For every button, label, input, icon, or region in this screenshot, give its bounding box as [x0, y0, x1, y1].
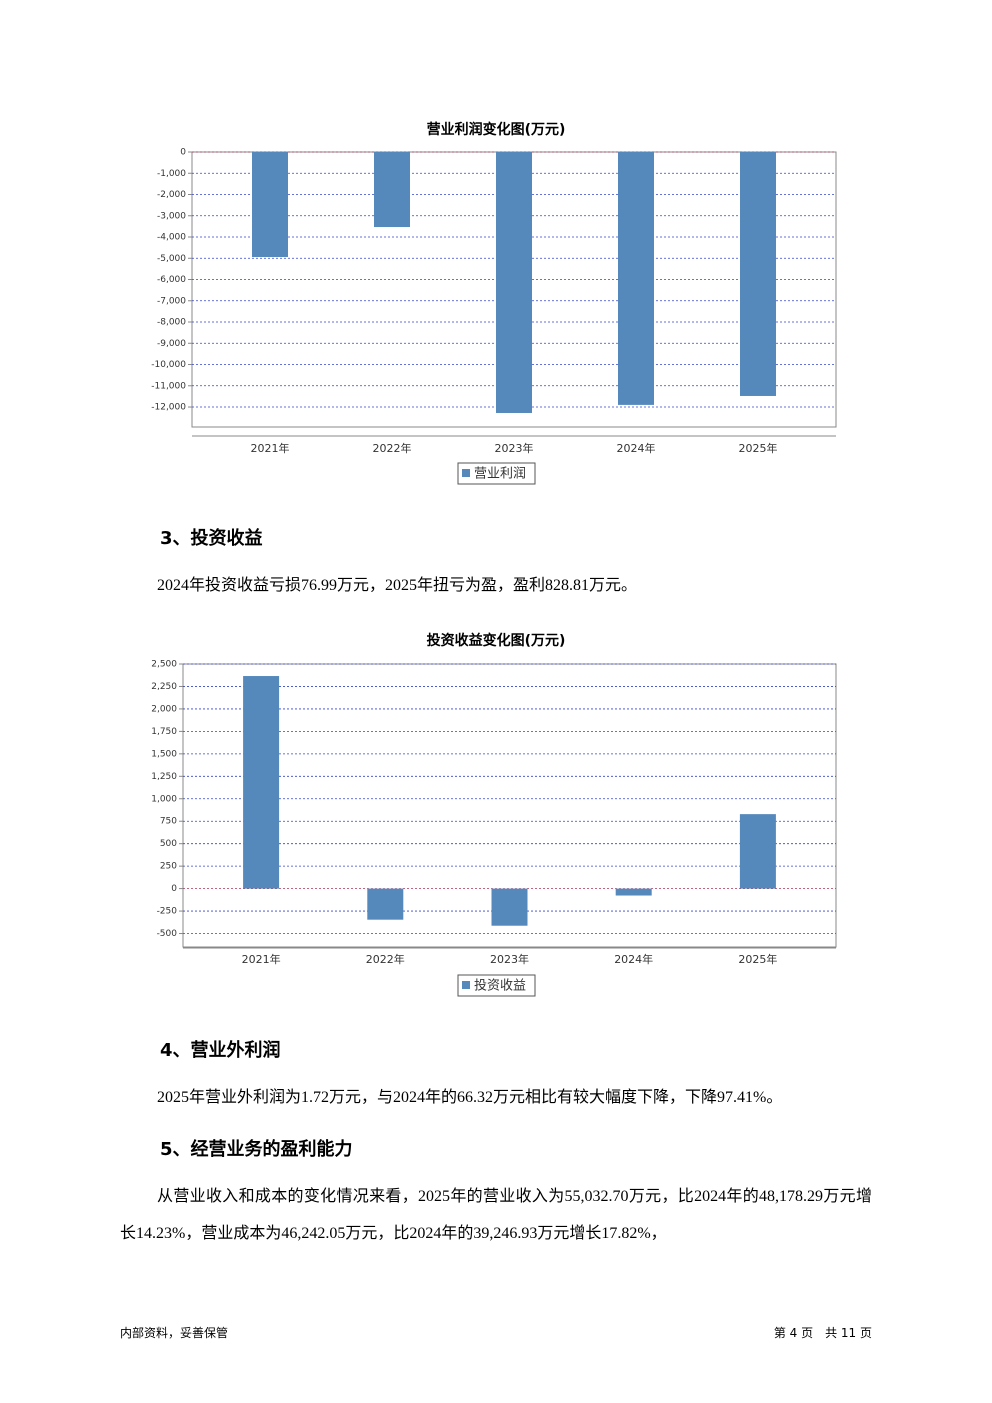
x-tick-label: 2023年	[495, 441, 534, 455]
bar	[252, 152, 288, 257]
legend-swatch	[462, 981, 470, 989]
y-tick-label: -7,000	[157, 296, 186, 306]
y-tick-label: 2,000	[151, 704, 177, 714]
paragraph: 2024年投资收益亏损76.99万元，2025年扭亏为盈，盈利828.81万元。	[157, 577, 638, 594]
chart: 营业利润变化图(万元) 0 -1,000 -2,000 -3,000 -4,000 -5,0…	[151, 121, 837, 485]
y-tick-label: -4,000	[157, 233, 186, 243]
legend-label: 营业利润	[474, 467, 526, 482]
y-tick-label: -500	[157, 929, 178, 939]
y-tick-label: 500	[160, 839, 177, 849]
y-tick-label: 0	[180, 148, 186, 158]
chart-title: 投资收益变化图(万元)	[427, 632, 566, 649]
legend-box	[457, 462, 536, 485]
y-tick-label: 2,500	[151, 660, 177, 670]
y-tick-label: -1,000	[157, 169, 186, 179]
paragraph: 从营业收入和成本的变化情况来看，2025年的营业收入为55,032.70万元，比…	[120, 1188, 872, 1242]
heading: 4、营业外利润	[160, 1040, 281, 1061]
bar	[374, 152, 410, 228]
x-tick-label: 2025年	[739, 441, 778, 455]
footer-left: 内部资料，妥善保管	[120, 1326, 229, 1340]
x-tick-label: 2021年	[242, 952, 281, 966]
x-tick-label: 2025年	[738, 952, 777, 966]
bar	[615, 888, 652, 896]
bar	[618, 152, 654, 405]
y-tick-label: 2,250	[151, 682, 177, 692]
y-tick-label: -12,000	[151, 403, 186, 413]
y-tick-label: -9,000	[157, 339, 186, 349]
x-tick-label: 2022年	[366, 952, 405, 966]
bar	[740, 152, 776, 396]
y-tick-label: 0	[171, 884, 177, 894]
x-tick-label: 2024年	[614, 952, 653, 966]
x-tick-label: 2023年	[490, 952, 529, 966]
footer-right: 第 4 页 共 11 页	[773, 1326, 872, 1340]
legend-box	[457, 974, 536, 997]
y-tick-label: -6,000	[157, 275, 186, 285]
y-tick-label: 1,500	[151, 749, 177, 759]
y-tick-label: -250	[157, 907, 178, 917]
x-tick-label: 2021年	[251, 441, 290, 455]
y-tick-label: 750	[160, 817, 177, 827]
heading: 3、投资收益	[160, 528, 263, 549]
bar	[367, 888, 404, 920]
y-tick-label: -3,000	[157, 211, 186, 221]
y-tick-label: -10,000	[151, 360, 186, 370]
y-tick-label: 1,250	[151, 772, 177, 782]
bar	[739, 814, 776, 889]
chart-title: 营业利润变化图(万元)	[427, 121, 566, 138]
heading: 5、经营业务的盈利能力	[160, 1139, 353, 1160]
legend-swatch	[462, 469, 470, 477]
y-tick-label: -2,000	[157, 190, 186, 200]
bar	[491, 888, 528, 926]
y-tick-label: -11,000	[151, 381, 186, 391]
paragraph: 2025年营业外利润为1.72万元，与2024年的66.32万元相比有较大幅度下…	[157, 1089, 783, 1106]
x-tick-label: 2024年	[617, 441, 656, 455]
bar	[496, 152, 532, 413]
y-tick-label: 250	[160, 862, 177, 872]
chart: 投资收益变化图(万元) 2,500 2,250 2,000 1,750 1,500 1,25…	[151, 632, 837, 997]
legend-label: 投资收益	[474, 978, 526, 994]
y-tick-label: -8,000	[157, 318, 186, 328]
y-tick-label: -5,000	[157, 254, 186, 264]
bar	[243, 676, 280, 889]
y-tick-label: 1,000	[151, 794, 177, 804]
x-tick-label: 2022年	[373, 441, 412, 455]
y-tick-label: 1,750	[151, 727, 177, 737]
